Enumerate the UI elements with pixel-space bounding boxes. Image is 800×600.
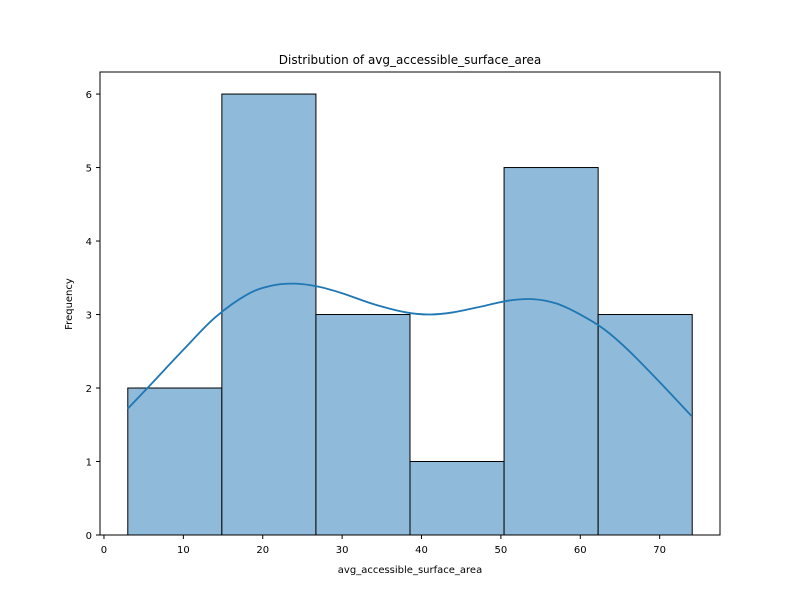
x-tick-label: 60 [574, 545, 587, 556]
x-tick-label: 50 [495, 545, 508, 556]
x-tick-label: 70 [653, 545, 666, 556]
y-tick-label: 0 [86, 531, 92, 542]
x-tick-label: 40 [415, 545, 428, 556]
y-tick-label: 3 [86, 311, 92, 322]
plot-frame [99, 71, 721, 536]
y-tick-label: 2 [86, 384, 92, 395]
y-tick-label: 1 [86, 458, 92, 469]
x-tick-label: 10 [177, 545, 190, 556]
x-tick-label: 0 [101, 545, 107, 556]
chart-title: Distribution of avg_accessible_surface_a… [279, 53, 542, 67]
histogram-bar-3 [409, 461, 505, 536]
histogram-bar-5 [597, 314, 693, 536]
histogram-bars [127, 93, 693, 536]
histogram-bar-1 [221, 93, 317, 536]
y-axis-ticks: 0 1 2 3 4 5 6 [86, 90, 100, 542]
x-axis-ticks: 0 10 20 30 40 50 60 70 [101, 535, 666, 556]
y-axis-label: Frequency [64, 278, 75, 330]
y-tick-label: 4 [86, 237, 92, 248]
y-tick-label: 5 [86, 164, 92, 175]
x-tick-label: 30 [336, 545, 349, 556]
x-axis-label: avg_accessible_surface_area [338, 565, 482, 576]
histogram-bar-4 [503, 167, 599, 536]
x-tick-label: 20 [256, 545, 269, 556]
histogram-bar-2 [315, 314, 411, 536]
kde-curve [127, 282, 693, 417]
y-tick-label: 6 [86, 90, 92, 101]
histogram-bar-0 [127, 387, 223, 536]
